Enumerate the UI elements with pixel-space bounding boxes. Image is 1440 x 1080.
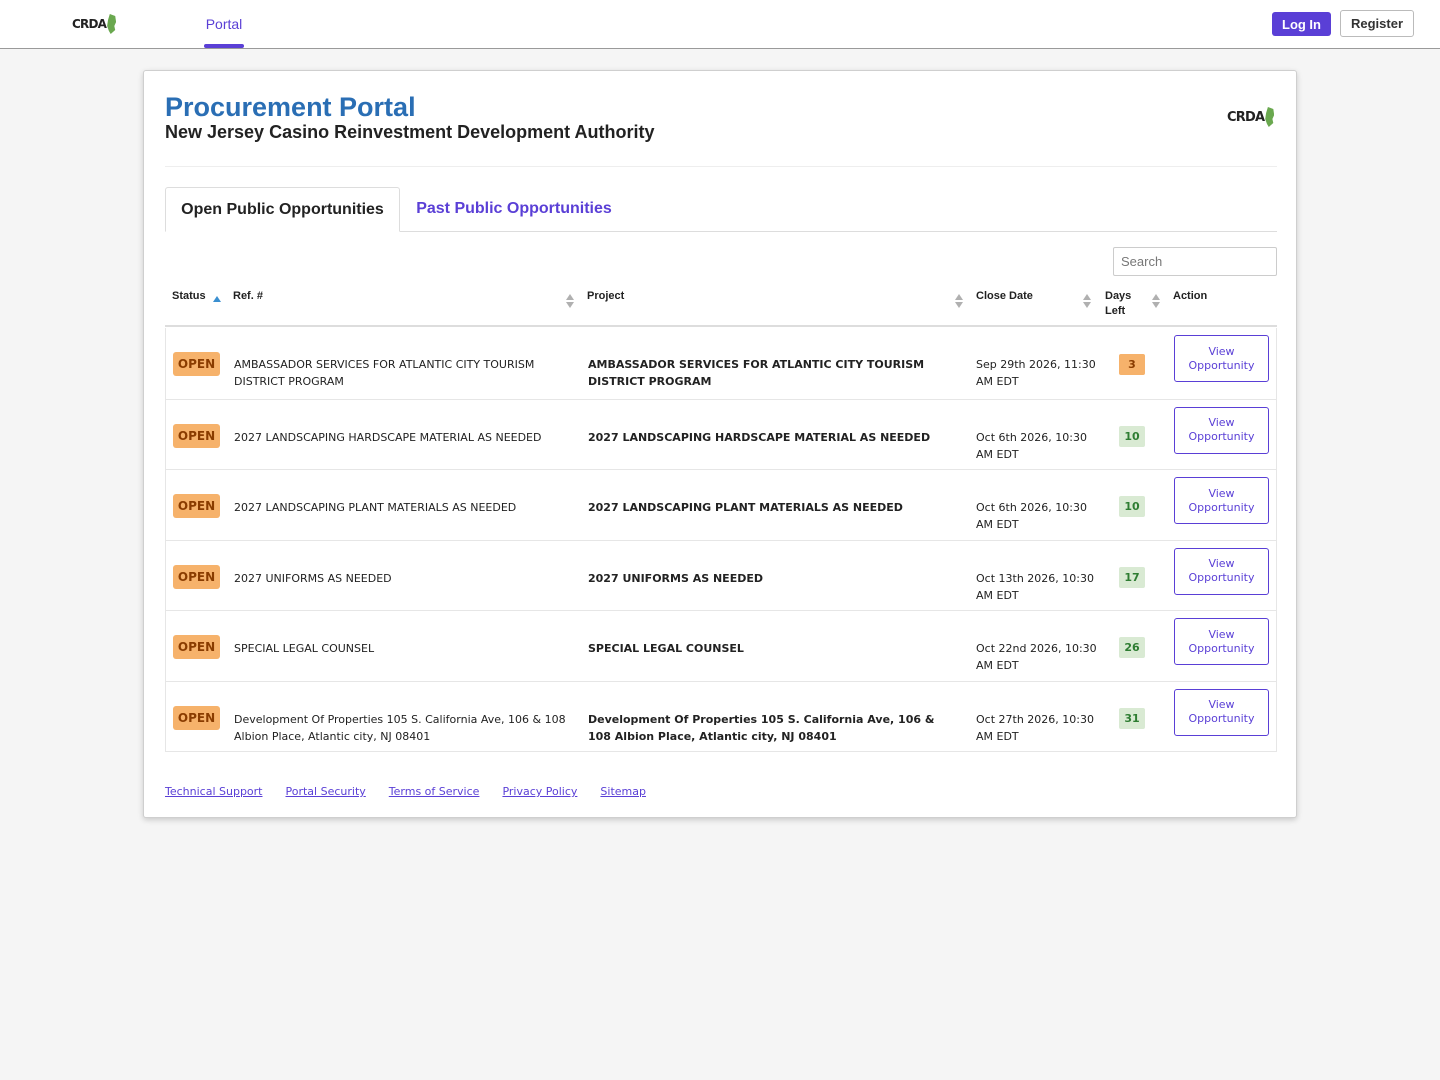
procurement-card: Procurement Portal New Jersey Casino Rei… <box>143 70 1297 818</box>
top-navbar: CRDA Portal Log In Register <box>0 0 1440 49</box>
ref-cell: 2027 UNIFORMS AS NEEDED <box>234 571 392 585</box>
register-button[interactable]: Register <box>1340 10 1414 37</box>
tab-open-opportunities[interactable]: Open Public Opportunities <box>165 187 400 232</box>
table-row: OPEN AMBASSADOR SERVICES FOR ATLANTIC CI… <box>166 328 1276 399</box>
ref-cell: SPECIAL LEGAL COUNSEL <box>234 642 375 655</box>
opportunity-label: Opportunity <box>1188 641 1255 655</box>
opportunity-label: Opportunity <box>1188 712 1255 725</box>
link-portal-security[interactable]: Portal Security <box>285 785 366 798</box>
link-sitemap[interactable]: Sitemap <box>600 785 646 798</box>
project-cell: 2027 LANDSCAPING PLANT MATERIALS AS NEED… <box>588 501 903 514</box>
column-header-close-date[interactable]: Close Date <box>976 290 1033 302</box>
sort-icon[interactable] <box>1083 294 1091 310</box>
close-date-cell: Oct 22nd 2026, 10:30 AM EDT <box>976 642 1097 672</box>
table-header: Status Ref. # Project Close Date Days Le… <box>165 284 1277 327</box>
card-logo-text: CRDA <box>1227 109 1265 125</box>
crda-logo[interactable]: CRDA <box>72 12 122 36</box>
opportunity-label: Opportunity <box>1188 358 1255 372</box>
column-header-project[interactable]: Project <box>587 290 625 302</box>
tab-past-opportunities[interactable]: Past Public Opportunities <box>416 200 612 217</box>
status-badge: OPEN <box>173 705 220 730</box>
sort-icon[interactable] <box>1152 294 1160 310</box>
login-button[interactable]: Log In <box>1272 12 1331 36</box>
days-left-badge: 3 <box>1119 354 1145 375</box>
status-badge: OPEN <box>173 564 220 589</box>
ref-cell: 2027 LANDSCAPING PLANT MATERIALS AS NEED… <box>234 501 517 514</box>
close-date-cell: Oct 6th 2026, 10:30 AM EDT <box>976 501 1087 531</box>
nav-tab-active-indicator <box>204 44 244 48</box>
close-date-cell: Oct 13th 2026, 10:30 AM EDT <box>976 571 1094 602</box>
link-terms-of-service[interactable]: Terms of Service <box>388 785 480 798</box>
link-technical-support[interactable]: Technical Support <box>165 785 263 798</box>
ref-cell: Development Of Properties 105 S. Califor… <box>234 712 566 743</box>
opportunity-label: Opportunity <box>1188 430 1255 443</box>
view-opportunity-button[interactable]: View Opportunity <box>1174 406 1269 454</box>
sort-asc-icon[interactable] <box>213 296 221 302</box>
page-subtitle: New Jersey Casino Reinvestment Developme… <box>165 122 655 142</box>
page-title: Procurement Portal <box>165 92 416 122</box>
project-cell: 2027 UNIFORMS AS NEEDED <box>588 571 763 585</box>
close-date-cell: Sep 29th 2026, 11:30 AM EDT <box>976 358 1096 388</box>
view-opportunity-button[interactable]: View Opportunity <box>1174 477 1269 524</box>
link-privacy-policy[interactable]: Privacy Policy <box>502 785 578 798</box>
view-label: View <box>1208 486 1235 500</box>
table-row: OPEN Development Of Properties 105 S. Ca… <box>166 680 1276 752</box>
project-cell: AMBASSADOR SERVICES FOR ATLANTIC CITY TO… <box>588 358 925 388</box>
sort-icon[interactable] <box>955 294 963 310</box>
column-header-action: Action <box>1173 290 1208 302</box>
status-badge: OPEN <box>173 423 220 448</box>
column-header-ref[interactable]: Ref. # <box>233 290 263 302</box>
left-label: Left <box>1105 305 1126 317</box>
view-label: View <box>1208 344 1235 358</box>
days-left-badge: 10 <box>1119 425 1145 447</box>
new-jersey-state-icon <box>1265 107 1275 127</box>
project-cell: 2027 LANDSCAPING HARDSCAPE MATERIAL AS N… <box>588 430 931 444</box>
footer-links: Technical Support Portal Security Terms … <box>165 785 646 798</box>
view-label: View <box>1208 627 1235 641</box>
logo-text: CRDA <box>72 17 107 31</box>
new-jersey-state-icon <box>107 14 117 34</box>
opportunity-label: Opportunity <box>1188 500 1255 514</box>
card-logo: CRDA <box>1227 107 1275 127</box>
days-left-badge: 26 <box>1119 637 1145 658</box>
column-header-status[interactable]: Status <box>172 290 206 302</box>
sort-icon[interactable] <box>566 294 574 310</box>
view-opportunity-button[interactable]: View Opportunity <box>1174 618 1269 665</box>
nav-tab-portal[interactable]: Portal <box>205 16 243 32</box>
close-date-cell: Oct 27th 2026, 10:30 AM EDT <box>976 712 1094 743</box>
days-left-badge: 10 <box>1119 496 1145 517</box>
days-left-badge: 31 <box>1119 707 1145 729</box>
status-badge: OPEN <box>173 352 220 376</box>
view-label: View <box>1208 557 1235 570</box>
status-badge: OPEN <box>173 494 220 518</box>
table-row: OPEN 2027 LANDSCAPING HARDSCAPE MATERIAL… <box>166 398 1276 470</box>
table-row: OPEN 2027 UNIFORMS AS NEEDED 2027 UNIFOR… <box>166 539 1276 611</box>
view-opportunity-button[interactable]: View Opportunity <box>1174 688 1269 736</box>
close-date-cell: Oct 6th 2026, 10:30 AM EDT <box>976 430 1087 461</box>
days-left-badge: 17 <box>1119 566 1145 588</box>
opportunity-label: Opportunity <box>1188 571 1255 584</box>
view-label: View <box>1208 416 1235 429</box>
table-row: OPEN 2027 LANDSCAPING PLANT MATERIALS AS… <box>166 469 1276 540</box>
opportunities-table-body: OPEN AMBASSADOR SERVICES FOR ATLANTIC CI… <box>165 328 1277 752</box>
search-input[interactable] <box>1113 247 1277 276</box>
ref-cell: 2027 LANDSCAPING HARDSCAPE MATERIAL AS N… <box>234 430 542 444</box>
header-divider <box>165 166 1277 167</box>
project-cell: Development Of Properties 105 S. Califor… <box>588 712 935 743</box>
tabs-divider <box>165 231 1277 232</box>
days-label: Days <box>1105 290 1132 302</box>
table-row: OPEN SPECIAL LEGAL COUNSEL SPECIAL LEGAL… <box>166 610 1276 681</box>
view-label: View <box>1208 698 1235 711</box>
view-opportunity-button[interactable]: View Opportunity <box>1174 335 1269 382</box>
ref-cell: AMBASSADOR SERVICES FOR ATLANTIC CITY TO… <box>234 358 535 388</box>
view-opportunity-button[interactable]: View Opportunity <box>1174 547 1269 595</box>
status-badge: OPEN <box>173 635 220 659</box>
column-header-days-left[interactable]: Days Left <box>1105 289 1131 319</box>
project-cell: SPECIAL LEGAL COUNSEL <box>588 642 744 655</box>
